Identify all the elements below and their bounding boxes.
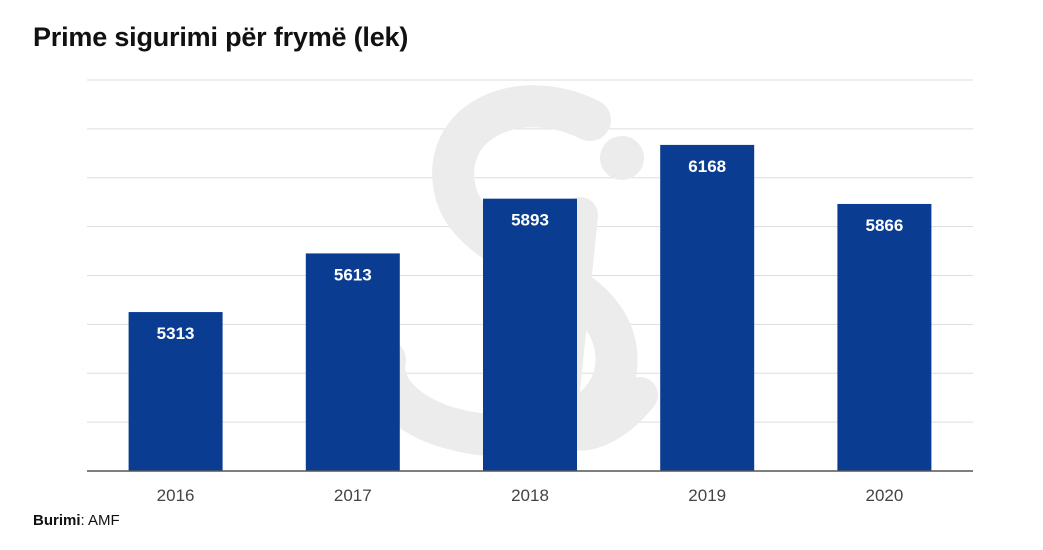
chart-title: Prime sigurimi për frymë (lek) (33, 22, 409, 52)
data-label-2016: 5313 (157, 324, 195, 343)
bar-2018 (483, 198, 577, 471)
data-label-2018: 5893 (511, 211, 549, 230)
bar-2017 (305, 253, 400, 471)
bar-2020 (837, 203, 932, 471)
data-label-2017: 5613 (334, 265, 372, 284)
x-axis-ticks: 2016 2017 2018 2019 2020 (157, 486, 904, 505)
x-tick-label-2016: 2016 (157, 486, 195, 505)
x-tick-label-2017: 2017 (334, 486, 372, 505)
x-tick-label-2020: 2020 (865, 486, 903, 505)
x-tick-label-2019: 2019 (688, 486, 726, 505)
data-label-2020: 5866 (865, 216, 903, 235)
source-note: Burimi: AMF (33, 512, 120, 529)
source-label: Burimi (33, 512, 81, 529)
bar-2016 (128, 312, 223, 471)
x-tick-label-2018: 2018 (511, 486, 549, 505)
source-value: AMF (88, 512, 120, 529)
bar-2019 (660, 144, 755, 471)
bars: 5313 5613 5893 6168 5866 (128, 144, 932, 471)
data-label-2019: 6168 (688, 157, 726, 176)
